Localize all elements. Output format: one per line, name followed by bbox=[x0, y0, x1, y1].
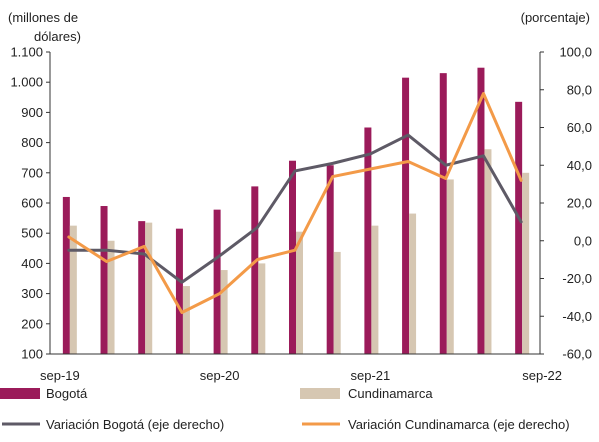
line-variacion-bogota bbox=[67, 133, 523, 284]
x-tick-label: sep-21 bbox=[351, 368, 391, 383]
bar-bogota bbox=[326, 165, 334, 354]
legend-swatch bbox=[0, 388, 40, 399]
legend: Bogotá Cundinamarca Variación Bogotá (eje … bbox=[0, 386, 570, 432]
bar-cundinamarca bbox=[484, 149, 492, 354]
bar-bogota bbox=[251, 186, 259, 354]
line-variacion-cundinamarca bbox=[67, 92, 523, 314]
right-tick-label: 0,0 bbox=[574, 233, 592, 248]
legend-label: Variación Cundinamarca (eje derecho) bbox=[348, 417, 570, 432]
bar-bogota bbox=[515, 101, 523, 354]
bar-series bbox=[62, 67, 530, 355]
right-tick-label: 80,0 bbox=[567, 82, 592, 97]
bar-cundinamarca bbox=[296, 231, 303, 354]
x-axis-ticks: sep-19 sep-20 sep-21 sep-22 bbox=[40, 353, 562, 383]
left-tick-label: 100 bbox=[21, 347, 43, 362]
bar-bogota bbox=[364, 127, 372, 354]
right-axis-ticks: 100,0 80,0 60,0 40,0 20,0 0,0 -20,0 -40,0 -60,0 bbox=[539, 45, 592, 362]
legend-label: Cundinamarca bbox=[348, 386, 433, 401]
left-axis-label-line-1: (millones de bbox=[8, 10, 78, 25]
line-series bbox=[67, 92, 523, 314]
axis-labels: (millones de dólares) (porcentaje) bbox=[8, 10, 590, 44]
bar-cundinamarca bbox=[220, 270, 228, 354]
legend-label: Variación Bogotá (eje derecho) bbox=[46, 417, 224, 432]
left-tick-label: 900 bbox=[21, 105, 43, 120]
bar-bogota bbox=[175, 228, 183, 354]
right-tick-label: -20,0 bbox=[562, 271, 592, 286]
left-tick-label: 1.000 bbox=[10, 75, 43, 90]
right-tick-label: 60,0 bbox=[567, 120, 592, 135]
bar-cundinamarca bbox=[446, 179, 454, 354]
bar-cundinamarca bbox=[258, 263, 266, 354]
left-tick-label: 400 bbox=[21, 256, 43, 271]
legend-label: Bogotá bbox=[46, 386, 88, 401]
bar-bogota bbox=[477, 67, 485, 354]
left-tick-label: 200 bbox=[21, 316, 43, 331]
legend-swatch bbox=[300, 388, 340, 399]
left-axis-label-line-2: dólares) bbox=[34, 29, 81, 44]
left-tick-label: 700 bbox=[21, 165, 43, 180]
right-tick-label: 100,0 bbox=[559, 45, 592, 60]
x-tick-label: sep-19 bbox=[40, 368, 80, 383]
left-tick-label: 300 bbox=[21, 286, 43, 301]
bar-cundinamarca bbox=[145, 222, 153, 354]
bar-bogota bbox=[100, 206, 108, 354]
bar-cundinamarca bbox=[333, 251, 341, 354]
right-tick-label: -40,0 bbox=[562, 309, 592, 324]
right-axis-label: (porcentaje) bbox=[521, 10, 590, 25]
left-tick-label: 1.100 bbox=[10, 45, 43, 60]
bar-cundinamarca bbox=[522, 172, 530, 354]
left-tick-label: 600 bbox=[21, 196, 43, 211]
bar-cundinamarca bbox=[409, 213, 417, 354]
left-axis-ticks: 1.100 1.000 900 800 700 600 500 400 300 200 100 bbox=[10, 45, 51, 362]
bar-cundinamarca bbox=[107, 240, 115, 354]
bar-cundinamarca bbox=[182, 286, 190, 354]
right-tick-label: 40,0 bbox=[567, 158, 592, 173]
bar-cundinamarca bbox=[69, 225, 77, 354]
right-tick-label: 20,0 bbox=[567, 196, 592, 211]
left-tick-label: 500 bbox=[21, 226, 43, 241]
x-tick-label: sep-20 bbox=[200, 368, 240, 383]
bar-bogota bbox=[213, 209, 221, 354]
x-tick-label: sep-22 bbox=[522, 368, 562, 383]
bar-bogota bbox=[289, 160, 296, 354]
bar-bogota bbox=[439, 73, 447, 354]
left-tick-label: 800 bbox=[21, 135, 43, 150]
bar-bogota bbox=[402, 77, 410, 355]
bar-bogota bbox=[62, 196, 70, 354]
bar-cundinamarca bbox=[371, 225, 379, 354]
bar-bogota bbox=[138, 221, 146, 354]
right-tick-label: -60,0 bbox=[562, 347, 592, 362]
